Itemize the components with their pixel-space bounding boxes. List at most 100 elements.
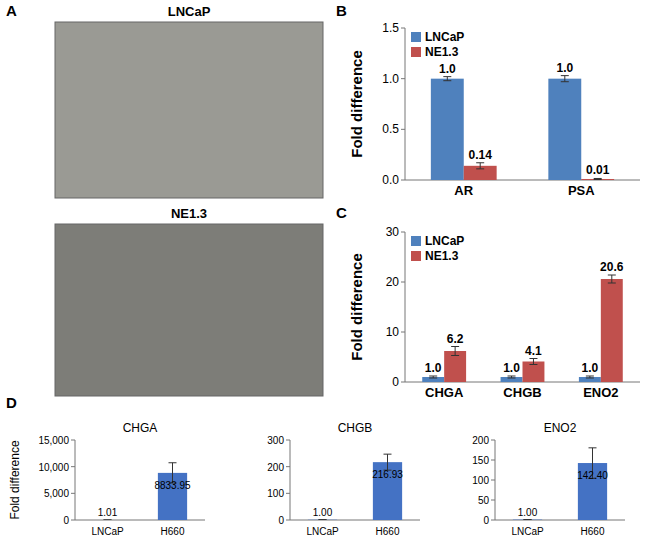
legend-swatch: [411, 251, 421, 261]
y-tick-label: 20: [386, 275, 400, 289]
y-tick: [401, 232, 405, 233]
error-cap: [429, 376, 437, 377]
panel-label: A: [6, 2, 17, 19]
error-bar: [608, 275, 616, 283]
error-cap: [443, 80, 451, 81]
y-tick: [71, 466, 75, 467]
x-tick-label: ENO2: [583, 385, 618, 400]
y-tick: [401, 332, 405, 333]
x-tick-label: AR: [454, 183, 473, 198]
y-tick: [491, 500, 495, 501]
error-cap: [451, 355, 459, 356]
data-labels: 1.00142.40: [518, 470, 608, 518]
y-tick: [401, 382, 405, 383]
error-cap: [608, 283, 616, 284]
y-tick: [71, 493, 75, 494]
error-bar: [586, 376, 594, 378]
data-label: 8833.95: [154, 480, 191, 491]
bar: [431, 79, 464, 180]
y-axis-label: Fold difference: [348, 50, 365, 158]
y-tick-label: 0.0: [382, 173, 399, 187]
y-tick: [286, 466, 290, 467]
data-label: 4.1: [525, 344, 542, 358]
y-tick: [401, 282, 405, 283]
error-cap: [508, 378, 516, 379]
y-tick-label: 100: [267, 488, 284, 499]
x-tick-label: CHGB: [503, 385, 541, 400]
y-tick-label: 30: [386, 225, 400, 239]
y-tick-label: 15,000: [38, 435, 69, 446]
image-label: NE1.3: [171, 206, 207, 221]
chart-title: CHGA: [123, 421, 158, 435]
error-cap: [451, 346, 459, 347]
error-cap: [169, 462, 177, 463]
marks: [431, 76, 614, 180]
error-cap: [524, 519, 532, 520]
chart: 050100150200ENO2LNCaPH6601.00142.40: [472, 421, 625, 537]
chart: 05,00010,00015,000Fold differenceCHGALNC…: [8, 421, 205, 537]
y-tick-label: 10: [386, 325, 400, 339]
error-bar: [443, 77, 451, 81]
chart-title: ENO2: [544, 421, 577, 435]
y-tick-label: 150: [472, 455, 489, 466]
legend-swatch: [411, 32, 421, 42]
y-tick-label: 200: [472, 435, 489, 446]
data-label: 6.2: [447, 332, 464, 346]
data-label: 1.01: [98, 507, 118, 518]
y-tick-label: 0: [278, 515, 284, 526]
y-axis: [405, 232, 406, 382]
y-tick: [286, 520, 290, 521]
y-tick: [71, 440, 75, 441]
y-tick-label: 0: [392, 375, 399, 389]
image-label: LNCaP: [168, 4, 211, 19]
bar: [523, 362, 545, 383]
panel-label: B: [336, 2, 347, 19]
x-tick-label: H660: [581, 526, 605, 537]
error-bar: [561, 76, 569, 82]
x-tick-label: CHGA: [425, 385, 464, 400]
error-cap: [594, 179, 602, 180]
data-label: 216.93: [372, 469, 403, 480]
bar: [581, 179, 614, 180]
error-cap: [594, 178, 602, 179]
error-cap: [561, 75, 569, 76]
panel-label: D: [6, 394, 17, 411]
error-cap: [586, 378, 594, 379]
y-axis-label: Fold difference: [8, 440, 22, 519]
marks: [422, 275, 623, 382]
error-cap: [443, 76, 451, 77]
error-cap: [561, 81, 569, 82]
data-labels: 1.01.01.06.24.120.6: [425, 260, 624, 375]
bar: [422, 377, 444, 382]
marks: [513, 448, 607, 520]
y-axis: [75, 440, 76, 520]
error-cap: [508, 376, 516, 377]
legend-label: LNCaP: [425, 30, 464, 44]
micrograph: [55, 224, 323, 396]
y-axis-label: Fold difference: [348, 253, 365, 361]
legend: LNCaPNE1.3: [411, 234, 464, 263]
data-label: 1.0: [503, 361, 520, 375]
data-label: 1.0: [439, 62, 456, 76]
chart: 0.00.51.01.5Fold differenceARPSA1.01.00.…: [348, 21, 640, 198]
data-labels: 1.00216.93: [313, 469, 403, 518]
x-tick-label: H660: [161, 526, 185, 537]
error-line: [533, 359, 534, 365]
error-line: [564, 76, 565, 82]
error-bar: [524, 519, 532, 520]
error-cap: [429, 378, 437, 379]
y-tick: [401, 180, 405, 181]
y-tick-label: 0: [483, 515, 489, 526]
y-tick-label: 100: [472, 475, 489, 486]
error-cap: [319, 519, 327, 520]
error-cap: [608, 275, 616, 276]
figure: ABCDLNCaPNE1.30.00.51.01.5Fold differenc…: [0, 0, 650, 544]
chart: 0102030Fold differenceCHGACHGBENO21.01.0…: [348, 225, 640, 400]
y-tick-label: 1.5: [382, 21, 399, 35]
data-label: 1.0: [556, 61, 573, 75]
error-cap: [529, 364, 537, 365]
data-labels: 1.01 8833.95: [98, 480, 191, 518]
bar: [548, 79, 581, 180]
y-tick-label: 50: [478, 495, 490, 506]
chart: 0100200300CHGBLNCaPH6601.00216.93: [267, 421, 420, 537]
